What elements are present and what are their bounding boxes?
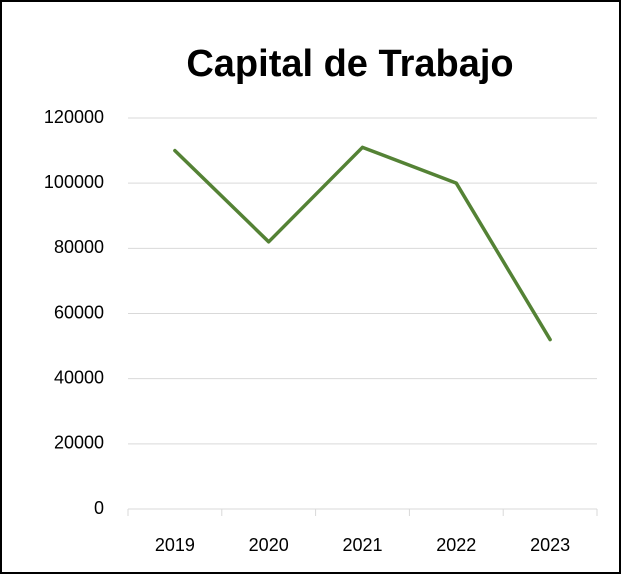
x-tick-label: 2022 (436, 535, 476, 555)
x-tick-label: 2019 (155, 535, 195, 555)
chart-title: Capital de Trabajo (186, 43, 513, 85)
data-line (173, 145, 552, 342)
x-tick-label: 2021 (342, 535, 382, 555)
y-tick-label: 60000 (54, 302, 104, 322)
y-tick-label: 120000 (44, 107, 104, 127)
y-tick-label: 20000 (54, 433, 104, 453)
x-tick-label: 2023 (530, 535, 570, 555)
x-tick-label: 2020 (249, 535, 289, 555)
y-tick-label: 80000 (54, 237, 104, 257)
y-tick-label: 100000 (44, 172, 104, 192)
y-tick-label: 40000 (54, 367, 104, 387)
y-tick-label: 0 (94, 498, 104, 518)
